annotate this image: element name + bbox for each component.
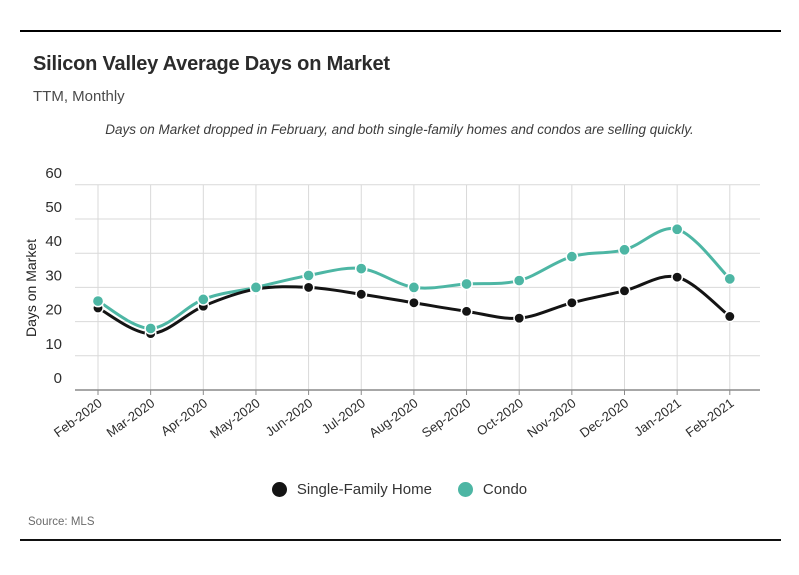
legend: Single-Family Home Condo — [0, 481, 799, 498]
data-point-single-family-home — [565, 296, 578, 309]
data-point-condo — [354, 262, 368, 275]
legend-item-single-family-home: Single-Family Home — [271, 481, 432, 498]
x-tick-label: Sep-2020 — [419, 395, 473, 440]
x-tick-label: Feb-2021 — [683, 395, 737, 440]
y-tick-label: 40 — [45, 233, 62, 250]
data-point-single-family-home — [355, 288, 368, 301]
data-point-single-family-home — [460, 305, 473, 318]
y-tick-label: 30 — [45, 267, 62, 284]
data-point-single-family-home — [407, 296, 420, 309]
bottom-divider — [20, 539, 781, 541]
x-tick-label: Jul-2020 — [319, 395, 368, 436]
data-point-condo — [144, 322, 157, 335]
source-label: Source: — [28, 516, 68, 528]
data-point-condo — [249, 281, 263, 294]
data-point-single-family-home — [723, 310, 736, 323]
x-tick-label: Apr-2020 — [158, 395, 210, 439]
data-point-single-family-home — [513, 312, 526, 325]
x-tick-label: Dec-2020 — [577, 395, 631, 440]
y-axis-title: Days on Market — [23, 239, 39, 337]
x-tick-label: Jan-2021 — [631, 395, 684, 439]
y-tick-label: 10 — [45, 336, 62, 353]
x-tick-label: May-2020 — [207, 395, 263, 441]
condo-legend-label: Condo — [482, 481, 528, 498]
data-point-condo — [723, 272, 737, 286]
data-point-single-family-home — [302, 281, 315, 294]
chart-subtitle: TTM, Monthly — [33, 88, 125, 105]
source-value: MLS — [70, 516, 95, 528]
x-tick-label: Jun-2020 — [263, 395, 316, 439]
x-tick-label: Aug-2020 — [366, 395, 420, 440]
y-tick-label: 60 — [45, 165, 62, 182]
data-point-condo — [565, 250, 579, 263]
data-point-single-family-home — [671, 271, 684, 284]
data-point-condo — [512, 274, 526, 287]
data-point-condo — [302, 269, 315, 282]
data-point-condo — [196, 293, 210, 306]
x-tick-label: Nov-2020 — [524, 395, 578, 440]
y-tick-label: 20 — [45, 302, 62, 319]
legend-item-condo: Condo — [457, 481, 528, 498]
y-tick-label: 50 — [45, 199, 62, 216]
y-tick-label: 0 — [54, 370, 62, 387]
single-family-home-legend-label: Single-Family Home — [296, 481, 432, 498]
x-tick-label: Feb-2020 — [51, 395, 105, 440]
single-family-home-legend-dot — [271, 482, 287, 497]
x-tick-label: Mar-2020 — [104, 395, 158, 440]
source-note: Source: MLS — [28, 516, 95, 528]
chart-title: Silicon Valley Average Days on Market — [33, 53, 390, 75]
data-point-condo — [460, 277, 473, 291]
data-point-condo — [670, 222, 684, 236]
data-point-condo — [618, 243, 631, 257]
chart-annotation: Days on Market dropped in February, and … — [105, 122, 694, 137]
data-point-condo — [91, 294, 105, 308]
condo-legend-dot — [457, 482, 473, 497]
top-divider — [20, 30, 781, 32]
x-tick-label: Oct-2020 — [474, 395, 526, 439]
data-point-single-family-home — [618, 284, 631, 297]
data-point-condo — [407, 281, 421, 294]
